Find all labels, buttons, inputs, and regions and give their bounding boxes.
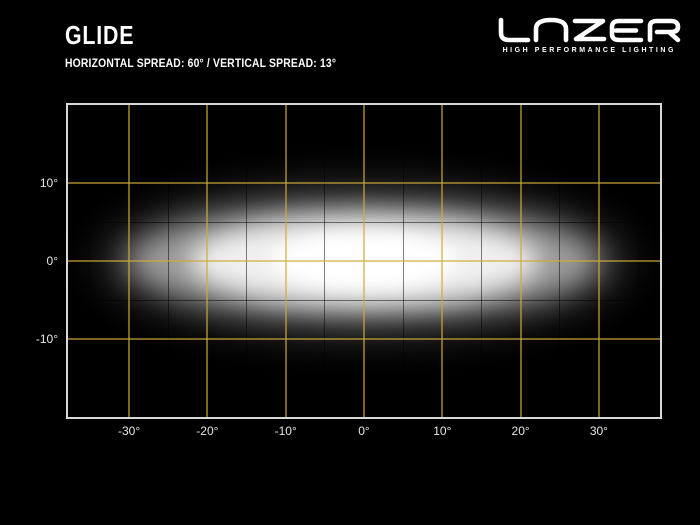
x-axis-tick-label: 20° bbox=[511, 424, 530, 438]
logo-letter-l bbox=[498, 17, 531, 43]
x-axis-tick-label: 0° bbox=[358, 424, 370, 438]
x-axis-tick-label: 30° bbox=[589, 424, 608, 438]
product-title: GLIDE bbox=[65, 20, 135, 50]
logo-letter-a bbox=[533, 17, 569, 43]
grid-line-major-horizontal bbox=[68, 182, 660, 184]
logo-letter-e bbox=[609, 18, 644, 43]
grid-line-major-horizontal bbox=[68, 260, 660, 262]
x-axis-tick-label: 10° bbox=[433, 424, 452, 438]
x-axis-tick-label: -10° bbox=[274, 424, 297, 438]
grid-line-major-horizontal bbox=[68, 338, 660, 340]
lazer-logo: HIGH PERFORMANCE LIGHTING bbox=[493, 17, 683, 54]
product-header: GLIDE HORIZONTAL SPREAD: 60° / VERTICAL … bbox=[65, 20, 366, 70]
y-axis-tick-label: -10° bbox=[35, 332, 58, 346]
logo-letter-r bbox=[647, 18, 681, 43]
y-axis-tick-label: 10° bbox=[39, 176, 58, 190]
logo-letter-z bbox=[572, 18, 607, 42]
plot-area bbox=[66, 103, 662, 419]
x-axis-tick-label: -30° bbox=[118, 424, 141, 438]
y-axis-tick-label: 0° bbox=[46, 254, 58, 268]
spread-subtitle: HORIZONTAL SPREAD: 60° / VERTICAL SPREAD… bbox=[65, 58, 337, 70]
x-axis-tick-label: -20° bbox=[196, 424, 219, 438]
logo-tagline: HIGH PERFORMANCE LIGHTING bbox=[502, 47, 676, 54]
lazer-brand-icon bbox=[498, 17, 681, 43]
